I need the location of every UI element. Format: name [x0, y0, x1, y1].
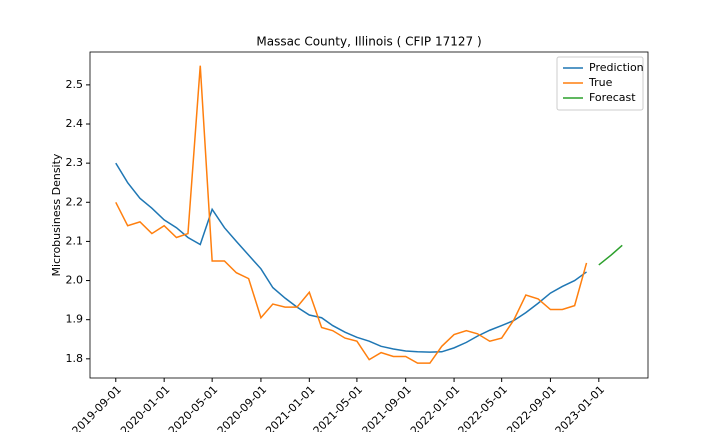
chart-title: Massac County, Illinois ( CFIP 17127 ) [256, 35, 481, 49]
y-tick-label: 2.4 [66, 117, 84, 130]
y-tick-label: 2.1 [66, 234, 84, 247]
y-tick-label: 2.3 [66, 156, 84, 169]
legend-label: True [588, 76, 613, 89]
y-tick-label: 2.2 [66, 195, 84, 208]
y-tick-label: 2.5 [66, 78, 84, 91]
series-line [115, 162, 587, 353]
y-tick-label: 1.8 [66, 352, 84, 365]
y-tick-label: 1.9 [66, 313, 84, 326]
series-line [598, 244, 623, 266]
y-tick-label: 2.0 [66, 274, 84, 287]
y-axis-label: Microbusiness Density [50, 153, 63, 276]
legend: Prediction True Forecast [556, 56, 644, 111]
plot-frame [89, 51, 649, 379]
series-line [115, 65, 588, 364]
legend-label: Prediction [589, 61, 644, 74]
legend-box [556, 56, 644, 111]
legend-label: Forecast [589, 91, 636, 104]
